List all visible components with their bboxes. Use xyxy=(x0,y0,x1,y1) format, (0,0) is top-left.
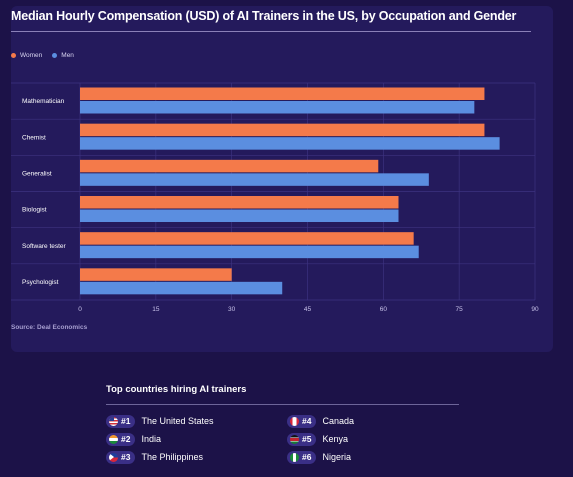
legend-label-women: Women xyxy=(20,52,43,59)
x-tick-label: 45 xyxy=(304,306,312,313)
category-label: Psychologist xyxy=(22,279,59,286)
country-rank: #1 xyxy=(121,416,131,426)
country-name: Nigeria xyxy=(322,452,351,462)
bar-women xyxy=(80,196,399,209)
category-label: Software tester xyxy=(22,243,67,250)
country-rank-badge: #1 xyxy=(106,414,136,428)
country-name: The United States xyxy=(141,416,214,426)
countries-title: Top countries hiring AI trainers xyxy=(106,384,247,395)
chart-legend: Women Men xyxy=(11,52,74,59)
bar-men xyxy=(80,173,429,186)
country-rank: #5 xyxy=(302,434,312,444)
country-item: #3 The Philippines xyxy=(106,450,203,464)
country-rank-badge: #3 xyxy=(106,450,136,464)
title-divider xyxy=(11,31,531,32)
bar-women xyxy=(80,268,232,281)
x-tick-label: 75 xyxy=(456,306,464,313)
legend-item-men: Men xyxy=(52,52,74,59)
country-item: #1 The United States xyxy=(106,414,214,428)
category-label: Chemist xyxy=(22,134,46,141)
countries-divider xyxy=(106,404,459,405)
bar-men xyxy=(80,245,419,259)
bar-women xyxy=(80,87,485,100)
country-rank: #3 xyxy=(121,452,131,462)
country-rank: #4 xyxy=(302,416,312,426)
category-label: Biologist xyxy=(22,207,47,214)
kenya-flag-icon xyxy=(290,434,299,444)
category-label: Generalist xyxy=(22,170,52,177)
chart-title: Median Hourly Compensation (USD) of AI T… xyxy=(11,9,517,23)
country-rank-badge: #6 xyxy=(287,450,317,464)
country-name: Canada xyxy=(322,416,354,426)
country-name: Kenya xyxy=(322,434,348,444)
country-rank-badge: #4 xyxy=(287,414,317,428)
x-tick-label: 30 xyxy=(228,306,236,313)
country-rank: #6 xyxy=(302,452,312,462)
bar-chart: 0 15 30 45 60 75 90 Mathematician Chemist General… xyxy=(11,82,539,313)
x-tick-label: 15 xyxy=(152,306,160,313)
legend-swatch-women xyxy=(11,53,16,58)
philippines-flag-icon xyxy=(109,452,118,462)
legend-swatch-men xyxy=(52,53,58,58)
country-rank: #2 xyxy=(121,434,131,444)
country-name: The Philippines xyxy=(141,452,204,462)
nigeria-flag-icon xyxy=(290,452,299,462)
bar-men xyxy=(80,101,475,114)
country-item: #5 Kenya xyxy=(287,432,348,446)
x-tick-label: 0 xyxy=(78,306,82,313)
india-flag-icon xyxy=(109,434,118,444)
country-rank-badge: #5 xyxy=(287,432,317,446)
x-tick-label: 60 xyxy=(380,306,388,313)
canada-flag-icon xyxy=(290,416,299,426)
us-flag-icon xyxy=(109,416,118,426)
bar-women xyxy=(80,123,485,137)
bar-men xyxy=(80,281,283,295)
country-item: #2 India xyxy=(106,432,161,446)
bar-men xyxy=(80,137,500,150)
country-rank-badge: #2 xyxy=(106,432,136,446)
bar-women xyxy=(80,159,379,173)
bar-women xyxy=(80,232,414,245)
country-item: #6 Nigeria xyxy=(287,450,351,464)
country-name: India xyxy=(141,434,161,444)
chart-source: Source: Deal Economics xyxy=(11,324,88,331)
category-label: Mathematician xyxy=(22,98,65,105)
legend-item-women: Women xyxy=(11,52,42,59)
bar-men xyxy=(80,209,399,222)
x-tick-label: 90 xyxy=(531,306,539,313)
country-item: #4 Canada xyxy=(287,414,354,428)
legend-label-men: Men xyxy=(61,52,74,59)
